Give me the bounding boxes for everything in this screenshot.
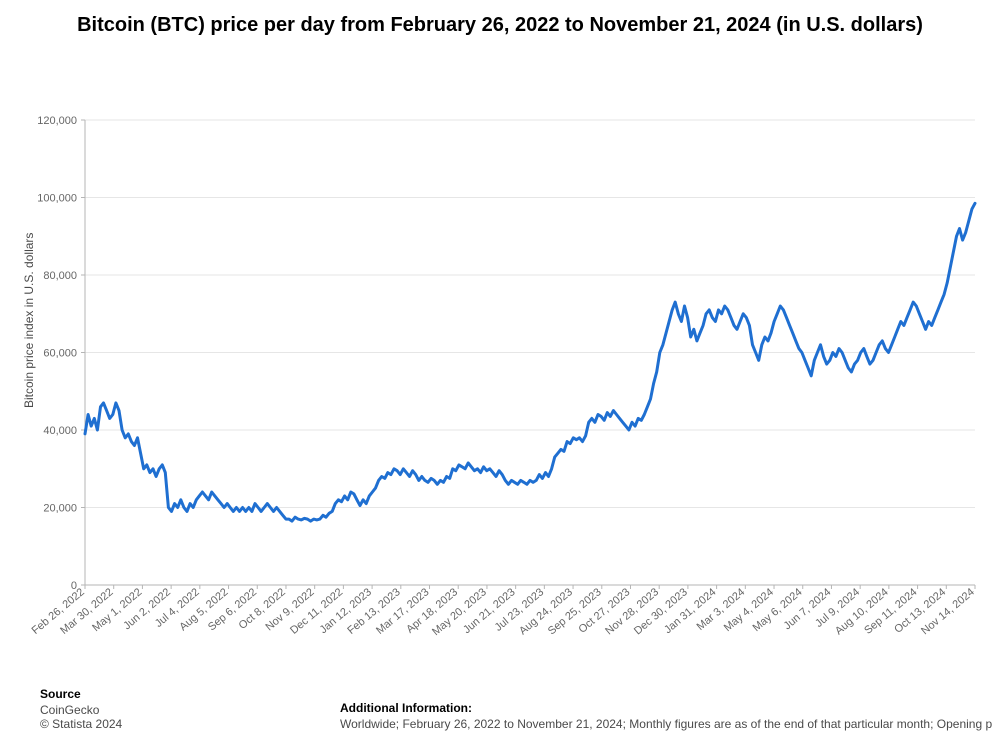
source-label: Source xyxy=(40,687,122,701)
svg-text:120,000: 120,000 xyxy=(37,115,77,127)
chart-title: Bitcoin (BTC) price per day from Februar… xyxy=(0,0,1000,39)
price-chart: 020,00040,00060,00080,000100,000120,000F… xyxy=(0,0,1000,690)
copyright: © Statista 2024 xyxy=(40,717,122,731)
svg-text:20,000: 20,000 xyxy=(43,503,77,515)
svg-text:80,000: 80,000 xyxy=(43,270,77,282)
svg-text:60,000: 60,000 xyxy=(43,348,77,360)
svg-text:40,000: 40,000 xyxy=(43,425,77,437)
source-value: CoinGecko xyxy=(40,703,99,717)
additional-info-label: Additional Information: xyxy=(340,701,1000,715)
svg-text:100,000: 100,000 xyxy=(37,193,77,205)
additional-info-value: Worldwide; February 26, 2022 to November… xyxy=(340,717,992,731)
